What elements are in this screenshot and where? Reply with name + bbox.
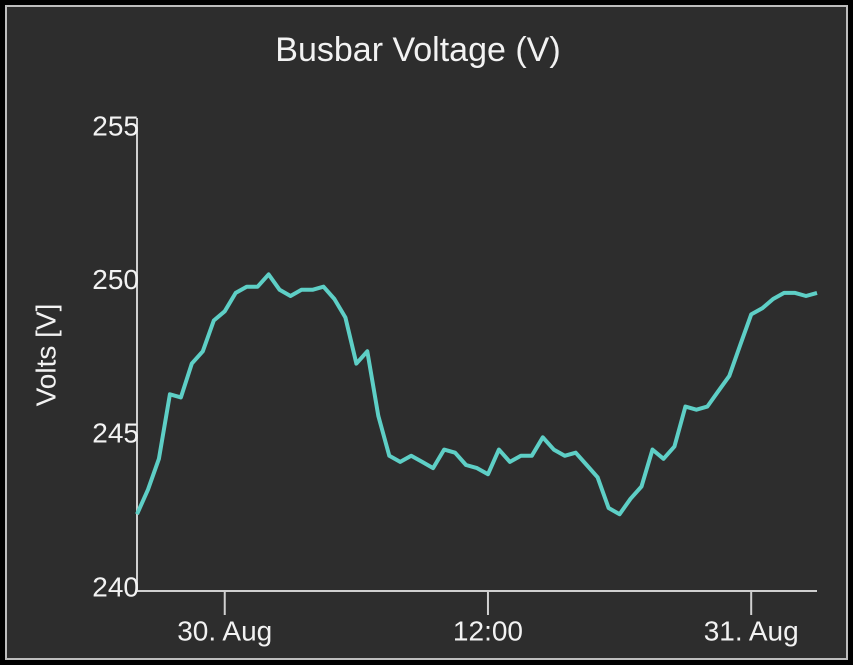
line-series — [135, 272, 818, 517]
x-tick-label: 12:00 — [453, 615, 523, 646]
y-tick-label: 255 — [92, 110, 139, 141]
chart-title: Busbar Voltage (V) — [275, 31, 560, 69]
panel — [5, 5, 848, 660]
x-tick-label: 30. Aug — [177, 615, 272, 646]
y-tick-label: 245 — [92, 418, 139, 449]
y-axis-label: Volts [V] — [30, 304, 61, 407]
x-tick-label: 31. Aug — [704, 615, 799, 646]
y-tick-label: 240 — [92, 571, 139, 602]
y-tick-label: 250 — [92, 264, 139, 295]
